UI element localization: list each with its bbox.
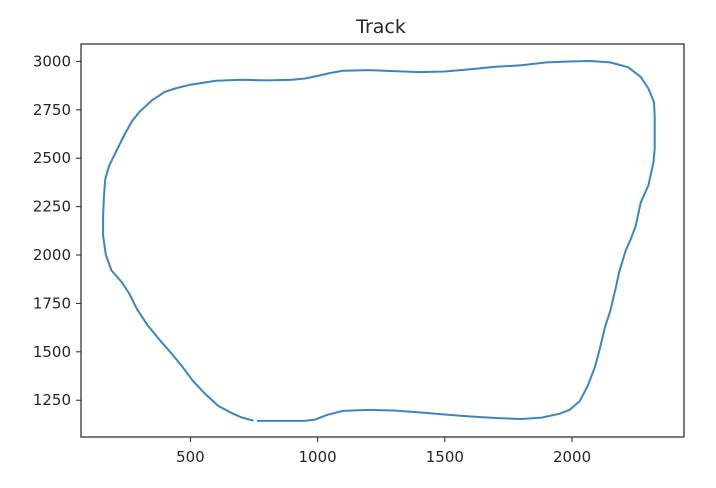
y-tick-label: 1250 [33,391,71,409]
y-tick-label: 2250 [33,198,71,216]
series-line-0 [102,60,656,422]
y-tick-label: 2750 [33,101,71,119]
plot-frame [80,43,685,438]
plot-area [102,60,656,422]
y-tick-label: 1750 [33,294,71,312]
x-tick-label: 1500 [426,448,464,466]
axes: 500 1000 1500 2000 1250 1500 1750 2000 2250 2500 2… [33,52,591,466]
y-tick-label: 1500 [33,343,71,361]
x-tick-label: 2000 [553,448,591,466]
chart-title: Track [355,16,406,38]
y-tick-label: 3000 [33,52,71,70]
y-tick-label: 2000 [33,246,71,264]
x-tick-label: 500 [176,448,205,466]
x-tick-label: 1000 [299,448,337,466]
y-tick-label: 2500 [33,149,71,167]
